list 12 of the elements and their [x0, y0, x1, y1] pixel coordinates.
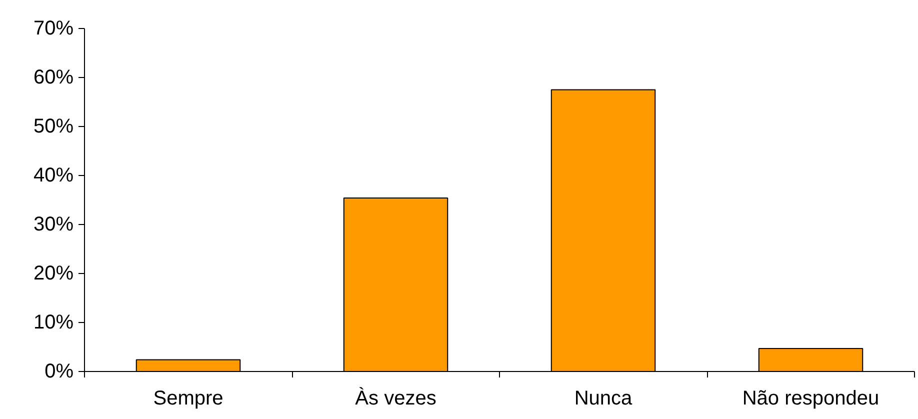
x-tick-label: Não respondeu: [742, 388, 880, 410]
y-tick-label: 70%: [33, 18, 74, 40]
x-tick-label: Nunca: [574, 388, 634, 410]
x-tick-label: Às vezes: [355, 386, 436, 410]
x-tick-label: Sempre: [153, 388, 224, 410]
y-tick-label: 30%: [33, 214, 74, 236]
y-tick-label: 60%: [33, 66, 74, 88]
y-tick-label: 10%: [33, 312, 74, 334]
y-tick-label: 20%: [33, 262, 74, 284]
y-tick-label: 50%: [33, 116, 74, 138]
y-tick-label: 40%: [33, 164, 74, 186]
y-tick-label: 0%: [44, 360, 74, 382]
